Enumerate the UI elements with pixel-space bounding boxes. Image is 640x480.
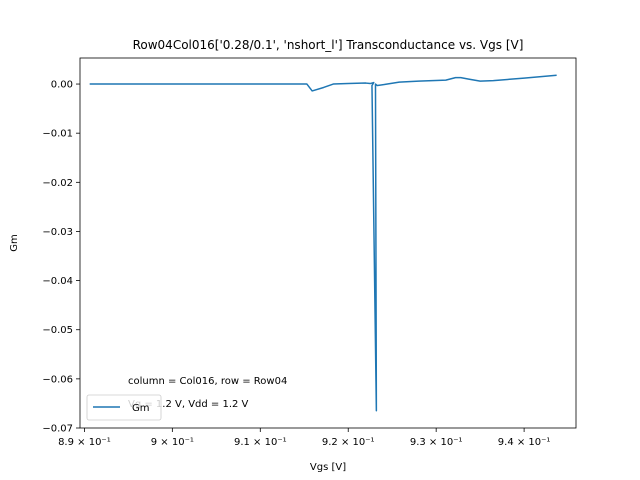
x-tick-label: 9 × 10⁻¹ — [151, 437, 194, 448]
y-tick-label: −0.03 — [42, 227, 73, 238]
y-tick-label: 0.00 — [51, 80, 73, 91]
x-tick-label: 9.3 × 10⁻¹ — [410, 437, 463, 448]
x-tick-label: 9.1 × 10⁻¹ — [234, 437, 287, 448]
y-axis-label: Gm — [9, 234, 20, 252]
axes-frame — [79, 57, 577, 429]
x-tick-label: 9.4 × 10⁻¹ — [498, 437, 551, 448]
legend: Gm — [86, 394, 162, 421]
x-tick-label: 9.2 × 10⁻¹ — [322, 437, 375, 448]
y-tick-label: −0.07 — [42, 424, 73, 435]
y-tick-label: −0.01 — [42, 129, 73, 140]
x-axis-label: Vgs [V] — [310, 462, 346, 473]
annotation-voltages: Vg = 1.2 V, Vdd = 1.2 V — [128, 399, 249, 410]
x-tick-label: 8.9 × 10⁻¹ — [58, 437, 111, 448]
y-axis-ticks: 0.00 −0.01 −0.02 −0.03 −0.04 −0.05 −0.06 −0.07 — [42, 80, 80, 435]
series-layer — [89, 74, 557, 412]
series-line-0 — [89, 74, 557, 412]
annotation-column-row: column = Col016, row = Row04 — [128, 376, 287, 387]
legend-label-gm: Gm — [132, 403, 150, 414]
legend-box — [86, 394, 162, 421]
x-axis-ticks: 8.9 × 10⁻¹ 9 × 10⁻¹ 9.1 × 10⁻¹ 9.2 × 10⁻¹ 9.… — [58, 428, 550, 448]
y-tick-label: −0.04 — [42, 276, 73, 287]
chart-title: Row04Col016['0.28/0.1', 'nshort_l'] Tran… — [133, 38, 524, 52]
y-tick-label: −0.02 — [42, 178, 73, 189]
y-tick-label: −0.05 — [42, 325, 73, 336]
y-tick-label: −0.06 — [42, 374, 73, 385]
